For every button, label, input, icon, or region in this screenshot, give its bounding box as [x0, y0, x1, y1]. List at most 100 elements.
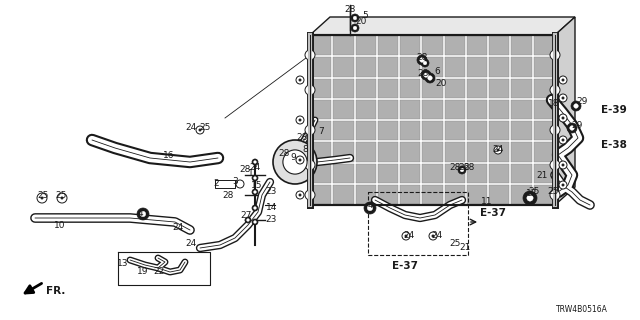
Text: 3: 3 — [232, 177, 237, 186]
Text: 28: 28 — [239, 165, 250, 174]
Polygon shape — [378, 100, 398, 119]
Polygon shape — [333, 121, 353, 140]
Circle shape — [61, 197, 63, 199]
Circle shape — [296, 76, 304, 84]
Text: 23: 23 — [265, 215, 276, 225]
Text: 28: 28 — [222, 190, 234, 199]
Text: E-37: E-37 — [480, 208, 506, 218]
Text: 28: 28 — [417, 68, 428, 77]
Polygon shape — [311, 36, 332, 55]
Polygon shape — [311, 78, 332, 98]
Polygon shape — [333, 78, 353, 98]
Circle shape — [550, 50, 560, 60]
Circle shape — [245, 217, 251, 223]
Polygon shape — [378, 185, 398, 204]
Polygon shape — [489, 36, 509, 55]
Polygon shape — [356, 121, 376, 140]
Polygon shape — [422, 78, 443, 98]
Circle shape — [425, 73, 435, 83]
Circle shape — [140, 211, 146, 217]
Polygon shape — [511, 100, 532, 119]
Text: 13: 13 — [117, 259, 129, 268]
Polygon shape — [311, 164, 332, 183]
Circle shape — [550, 85, 560, 95]
Circle shape — [253, 177, 257, 179]
Polygon shape — [422, 100, 443, 119]
Text: 11: 11 — [481, 197, 493, 206]
Text: 22: 22 — [153, 267, 164, 276]
Circle shape — [402, 232, 410, 240]
Circle shape — [353, 16, 357, 20]
Text: 6: 6 — [434, 68, 440, 76]
Circle shape — [364, 202, 376, 214]
Polygon shape — [378, 36, 398, 55]
Circle shape — [421, 70, 431, 80]
Polygon shape — [445, 57, 465, 76]
Polygon shape — [467, 142, 487, 162]
Polygon shape — [333, 142, 353, 162]
Text: 16: 16 — [163, 151, 175, 161]
Polygon shape — [310, 17, 575, 35]
Text: 25: 25 — [37, 191, 49, 201]
Circle shape — [460, 168, 464, 172]
Polygon shape — [311, 142, 332, 162]
Polygon shape — [445, 36, 465, 55]
Polygon shape — [467, 121, 487, 140]
Circle shape — [252, 175, 258, 181]
Circle shape — [562, 117, 564, 119]
Polygon shape — [422, 142, 443, 162]
Circle shape — [351, 24, 359, 32]
Text: 19: 19 — [137, 268, 148, 276]
Polygon shape — [400, 100, 420, 119]
Polygon shape — [422, 57, 443, 76]
Text: 9: 9 — [290, 153, 296, 162]
Polygon shape — [356, 100, 376, 119]
Polygon shape — [311, 121, 332, 140]
Circle shape — [41, 197, 44, 199]
Circle shape — [423, 61, 427, 65]
Text: 18: 18 — [548, 100, 559, 108]
Circle shape — [252, 189, 258, 195]
Text: TRW4B0516A: TRW4B0516A — [556, 306, 608, 315]
Text: FR.: FR. — [46, 286, 65, 296]
Polygon shape — [422, 164, 443, 183]
Circle shape — [283, 150, 307, 174]
Text: 29: 29 — [576, 97, 588, 106]
Polygon shape — [356, 78, 376, 98]
Circle shape — [559, 136, 567, 144]
Polygon shape — [534, 164, 554, 183]
Polygon shape — [467, 78, 487, 98]
Circle shape — [458, 166, 466, 174]
Polygon shape — [467, 164, 487, 183]
Circle shape — [550, 125, 560, 135]
Text: E-38: E-38 — [601, 140, 627, 150]
Circle shape — [424, 73, 428, 77]
Circle shape — [57, 193, 67, 203]
Circle shape — [559, 94, 567, 102]
Circle shape — [305, 160, 315, 170]
Text: 10: 10 — [54, 221, 65, 230]
Polygon shape — [534, 121, 554, 140]
Polygon shape — [333, 57, 353, 76]
Circle shape — [559, 181, 567, 189]
Polygon shape — [311, 57, 332, 76]
Polygon shape — [467, 185, 487, 204]
Polygon shape — [422, 36, 443, 55]
Text: 12: 12 — [526, 189, 538, 198]
Polygon shape — [445, 142, 465, 162]
Polygon shape — [311, 185, 332, 204]
Polygon shape — [534, 78, 554, 98]
Circle shape — [253, 207, 257, 209]
Circle shape — [429, 232, 437, 240]
Polygon shape — [467, 36, 487, 55]
Circle shape — [246, 219, 250, 221]
Circle shape — [562, 139, 564, 141]
Circle shape — [559, 76, 567, 84]
Text: 25: 25 — [199, 124, 211, 132]
Polygon shape — [534, 142, 554, 162]
Circle shape — [252, 219, 258, 225]
Circle shape — [236, 180, 244, 188]
Polygon shape — [511, 36, 532, 55]
Circle shape — [432, 235, 434, 237]
Polygon shape — [445, 121, 465, 140]
